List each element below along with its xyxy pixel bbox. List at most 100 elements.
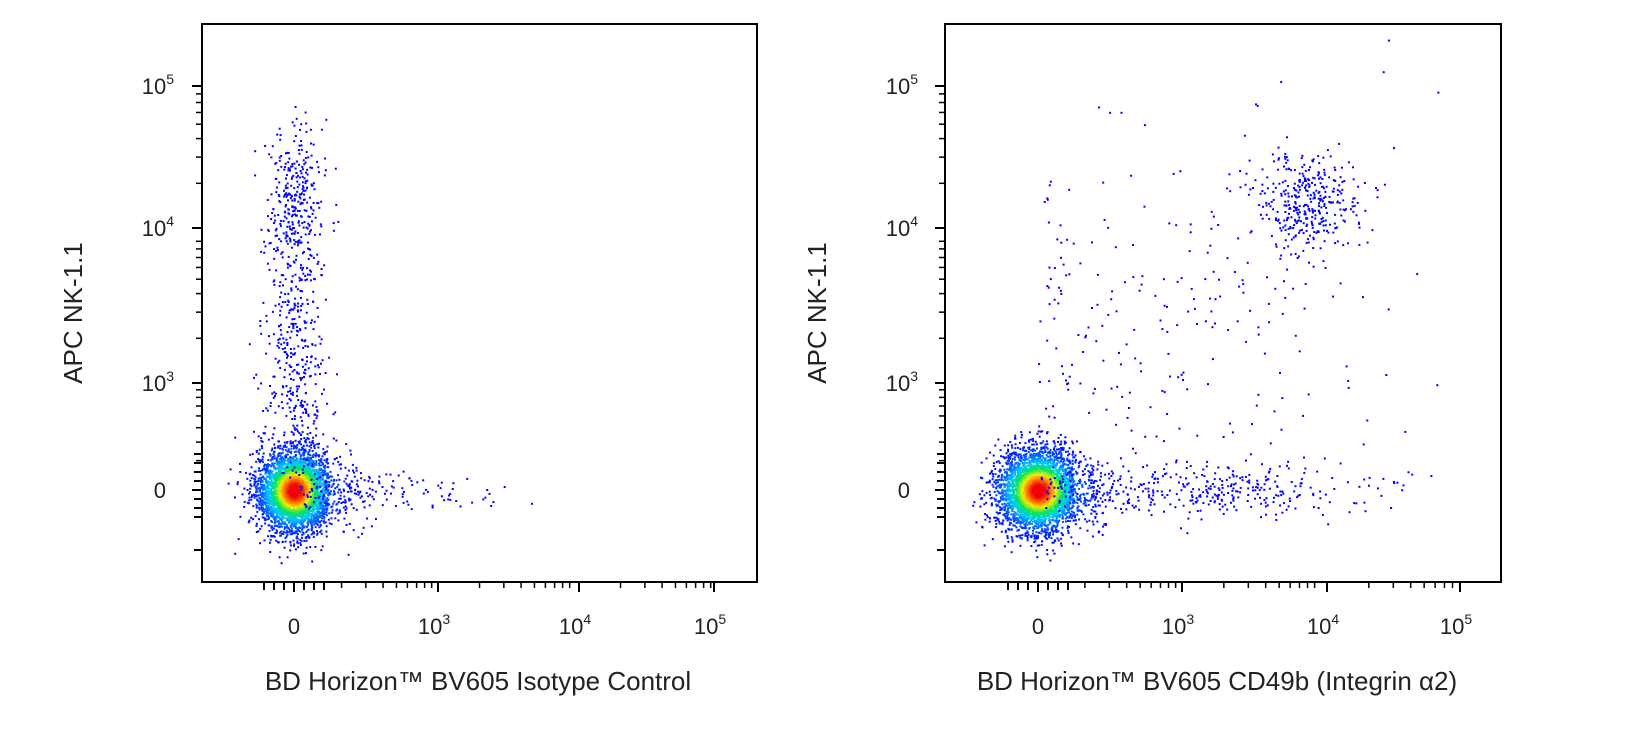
event-dot: [307, 467, 309, 470]
event-dot: [237, 538, 240, 541]
event-dot: [252, 494, 255, 497]
event-dot: [332, 490, 335, 492]
event-dot: [273, 518, 276, 521]
event-dot: [310, 533, 313, 536]
event-dot: [277, 361, 279, 364]
event-dot: [350, 503, 353, 506]
event-dot: [255, 491, 257, 494]
event-dot: [289, 169, 291, 172]
event-dot: [448, 494, 450, 497]
event-dot: [270, 476, 272, 479]
data-points: [227, 106, 534, 565]
event-dot: [274, 395, 276, 398]
event-dot: [269, 499, 272, 502]
event-dot: [289, 410, 292, 413]
event-dot: [330, 523, 333, 526]
event-dot: [310, 457, 313, 459]
event-dot: [315, 493, 318, 496]
event-dot: [301, 499, 304, 502]
event-dot: [403, 490, 405, 493]
event-dot: [290, 378, 292, 380]
event-dot: [323, 486, 326, 489]
event-dot: [249, 453, 252, 456]
event-dot: [385, 473, 388, 476]
event-dot: [293, 418, 296, 420]
event-dot: [316, 513, 319, 516]
event-dot: [293, 445, 296, 448]
event-dot: [301, 222, 304, 225]
event-dot: [253, 483, 256, 486]
event-dot: [313, 420, 316, 423]
event-dot: [439, 487, 442, 490]
event-dot: [342, 506, 345, 509]
event-dot: [305, 492, 308, 495]
event-dot: [314, 383, 317, 386]
event-dot: [265, 499, 268, 502]
event-dot: [307, 426, 309, 429]
event-dot: [301, 302, 304, 305]
event-dot: [315, 487, 318, 490]
event-dot: [265, 489, 268, 492]
event-dot: [273, 478, 276, 481]
population-bv605-dim-tail: [299, 459, 534, 511]
event-dot: [298, 472, 301, 475]
event-dot: [280, 291, 283, 294]
event-dot: [315, 492, 318, 495]
event-dot: [302, 552, 305, 555]
event-dot: [275, 496, 278, 498]
event-dot: [326, 445, 329, 448]
event-dot: [301, 479, 304, 482]
event-dot: [278, 156, 281, 159]
event-dot: [272, 463, 275, 466]
event-dot: [307, 486, 310, 489]
event-dot: [284, 162, 287, 165]
event-dot: [297, 465, 300, 468]
event-dot: [303, 514, 306, 516]
event-dot: [290, 470, 293, 473]
event-dot: [370, 525, 373, 528]
event-dot: [286, 466, 289, 469]
event-dot: [305, 470, 308, 473]
event-dot: [292, 495, 294, 498]
event-dot: [320, 469, 322, 472]
event-dot: [308, 468, 311, 471]
event-dot: [459, 505, 462, 508]
event-dot: [301, 377, 304, 380]
event-dot: [253, 376, 255, 379]
event-dot: [273, 475, 275, 478]
event-dot: [258, 496, 261, 499]
event-dot: [265, 512, 268, 515]
event-dot: [277, 495, 280, 498]
event-dot: [304, 486, 307, 489]
event-dot: [310, 443, 313, 446]
event-dot: [322, 497, 324, 500]
event-dot: [314, 373, 317, 376]
event-dot: [309, 470, 312, 473]
event-dot: [265, 468, 268, 471]
event-dot: [311, 454, 314, 457]
event-dot: [287, 390, 290, 393]
event-dot: [266, 467, 269, 470]
event-dot: [315, 460, 318, 462]
event-dot: [299, 376, 302, 379]
event-dot: [269, 538, 272, 541]
event-dot: [277, 446, 280, 449]
event-dot: [304, 475, 307, 478]
event-dot: [301, 483, 304, 486]
event-dot: [307, 519, 310, 522]
event-dot: [316, 478, 319, 481]
event-dot: [310, 502, 313, 505]
event-dot: [295, 385, 298, 388]
event-dot: [322, 477, 324, 480]
event-dot: [304, 448, 307, 451]
event-dot: [274, 492, 277, 495]
event-dot: [269, 242, 272, 244]
event-dot: [273, 283, 276, 286]
event-dot: [279, 447, 281, 450]
event-dot: [262, 301, 265, 304]
event-dot: [290, 392, 293, 395]
event-dot: [293, 198, 296, 200]
event-dot: [287, 495, 290, 498]
event-dot: [302, 371, 305, 374]
event-dot: [270, 535, 273, 538]
